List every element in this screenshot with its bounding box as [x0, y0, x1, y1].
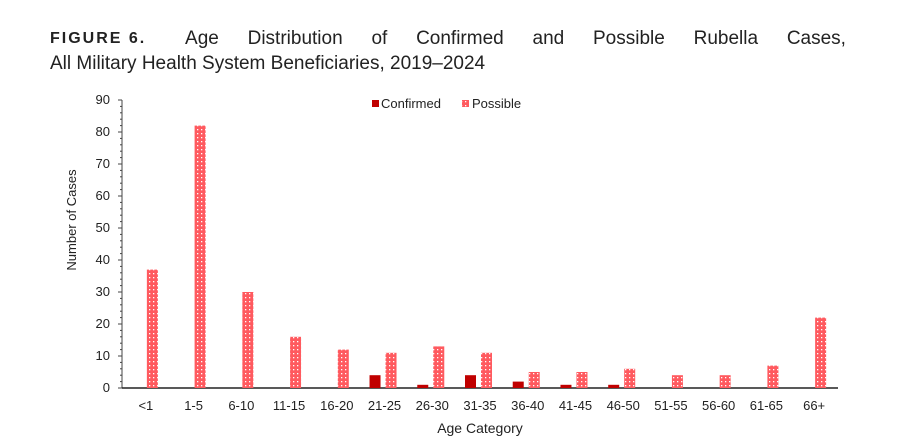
x-tick-label: 36-40 — [511, 398, 544, 413]
legend-swatch-possible — [462, 100, 469, 107]
y-tick-label: 40 — [96, 252, 110, 267]
bar-confirmed — [512, 381, 524, 388]
bar-possible — [290, 336, 302, 388]
x-tick-label: 46-50 — [607, 398, 640, 413]
bar-possible — [767, 365, 779, 388]
bar-possible — [481, 352, 492, 388]
bar-confirmed — [369, 375, 381, 388]
legend-label-possible: Possible — [472, 96, 521, 111]
y-tick-label: 0 — [103, 380, 110, 395]
y-tick-label: 90 — [96, 92, 110, 107]
title-word: Distribution — [247, 28, 343, 49]
y-tick-label: 10 — [96, 348, 110, 363]
x-tick-label: 6-10 — [228, 398, 254, 413]
y-tick-label: 70 — [96, 156, 110, 171]
bar-possible — [337, 349, 349, 388]
title-word: Rubella — [693, 28, 759, 49]
x-tick-label: 56-60 — [702, 398, 735, 413]
y-tick-label: 80 — [96, 124, 110, 139]
x-tick-label: 66+ — [803, 398, 825, 413]
bar-possible — [719, 375, 731, 388]
x-tick-label: 11-15 — [273, 398, 305, 413]
bar-possible — [528, 372, 540, 388]
bar-possible — [815, 317, 827, 388]
x-tick-label: 1-5 — [184, 398, 203, 413]
figure-label: FIGURE 6. — [50, 30, 147, 47]
title-word: Possible — [593, 28, 665, 49]
bar-possible — [242, 292, 254, 388]
title-word: Age — [185, 28, 219, 49]
x-axis-label: Age Category — [437, 420, 523, 436]
y-tick-label: 20 — [96, 316, 110, 331]
bar-possible — [385, 352, 397, 388]
x-tick-label: 21-25 — [368, 398, 401, 413]
x-tick-label: 61-65 — [750, 398, 783, 413]
x-tick-label: <1 — [138, 398, 153, 413]
bar-possible — [671, 375, 683, 388]
title-line2: All Military Health System Beneficiaries… — [50, 53, 486, 74]
x-tick-label: 26-30 — [416, 398, 449, 413]
bar-possible — [194, 125, 206, 388]
bar-possible — [433, 346, 445, 388]
figure-title: FIGURE 6. Age Distribution of Confirmed and Po… — [50, 26, 846, 76]
x-tick-label: 31-35 — [463, 398, 496, 413]
bar-confirmed — [465, 375, 476, 388]
y-tick-label: 50 — [96, 220, 110, 235]
legend-label-confirmed: Confirmed — [381, 96, 441, 111]
title-word: of — [371, 28, 388, 49]
bar-confirmed — [560, 384, 572, 388]
bar-possible — [576, 372, 588, 388]
bar-possible — [624, 368, 636, 388]
title-word: Confirmed — [416, 28, 504, 49]
x-tick-label: 51-55 — [654, 398, 687, 413]
title-word: Cases, — [786, 28, 846, 49]
x-tick-label: 41-45 — [559, 398, 592, 413]
bar-confirmed — [417, 384, 429, 388]
x-tick-label: 16-20 — [320, 398, 353, 413]
bar-confirmed — [608, 384, 620, 388]
title-word: and — [532, 28, 565, 49]
y-axis-label: Number of Cases — [64, 169, 79, 271]
y-tick-label: 60 — [96, 188, 110, 203]
legend-swatch-confirmed — [372, 100, 379, 107]
bar-possible — [146, 269, 158, 388]
y-tick-label: 30 — [96, 284, 110, 299]
